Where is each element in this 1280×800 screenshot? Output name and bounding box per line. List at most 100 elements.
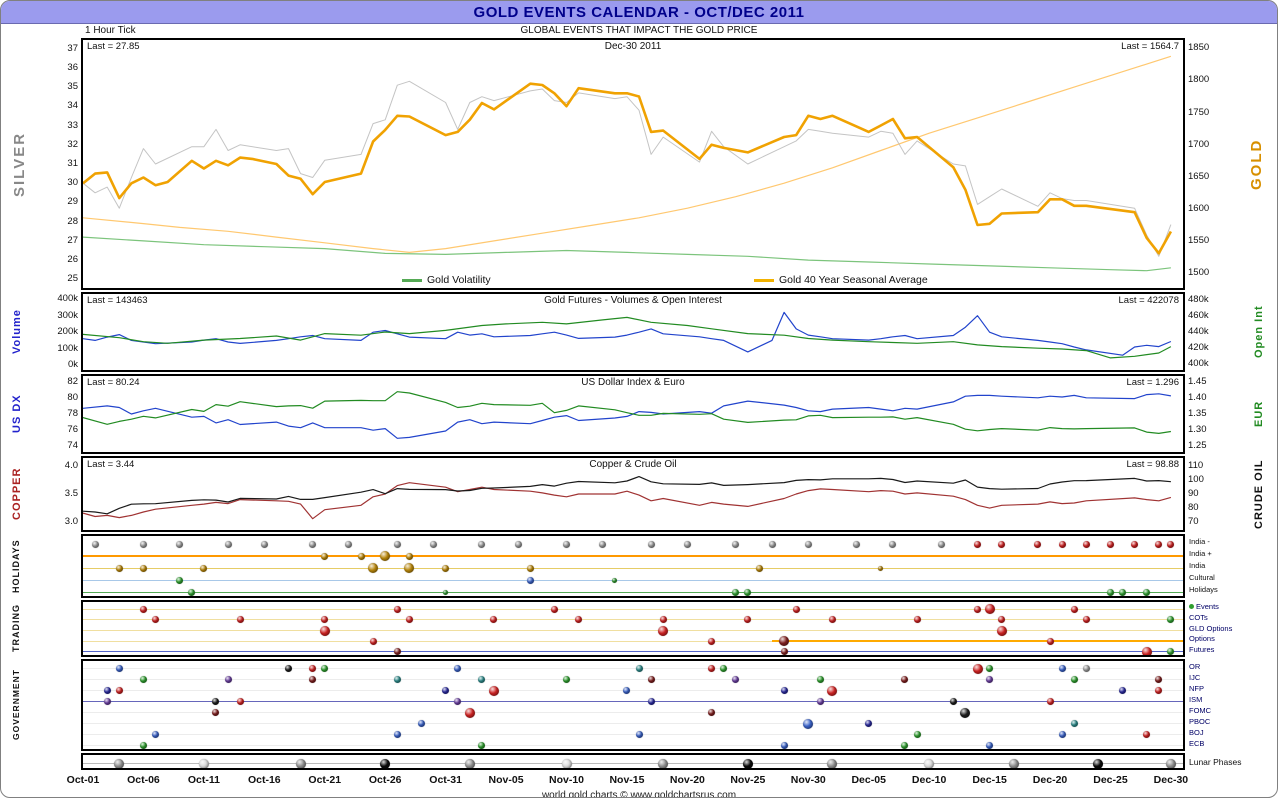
event-dot-moongray: [1165, 758, 1176, 768]
axis-tick: 25: [67, 273, 78, 285]
event-dot-red: [115, 687, 123, 694]
event-row-legend-india-: India +: [1189, 549, 1212, 558]
panel-trading: [81, 600, 1185, 657]
right-gutter-trading: Events COTs GLD Options Options Futures: [1185, 600, 1269, 657]
left-gutter-trading: TRADING: [1, 600, 81, 657]
legend-swatch: [402, 278, 422, 282]
event-row-line: [83, 700, 1183, 703]
last-value-left: Last = 143463: [87, 295, 148, 306]
event-dot-red: [490, 616, 498, 624]
x-tick-label: Dec-25: [1093, 774, 1128, 786]
axis-tick: 1.30: [1188, 424, 1207, 436]
event-dot-navy: [780, 687, 788, 694]
x-tick-label: Nov-25: [730, 774, 766, 786]
x-tick-label: Dec-15: [972, 774, 1007, 786]
event-dot-blue: [803, 718, 814, 729]
panel-title-volume: Gold Futures - Volumes & Open Interest: [544, 295, 722, 306]
event-row-line: [83, 630, 1183, 631]
panel-lunar: [81, 753, 1185, 770]
footer-credit: world gold charts © www.goldchartsrus.co…: [541, 790, 737, 798]
axis-tick: 460k: [1188, 309, 1209, 321]
x-tick-label: Nov-10: [549, 774, 585, 786]
last-value-left: Last = 80.24: [87, 377, 140, 388]
panel-holidays: [81, 534, 1185, 598]
event-row-line: [83, 745, 1183, 746]
event-dot-navy: [865, 720, 873, 727]
left-gutter-main: SILVER 37 36 35 34 33 32 31 30 29 28 27 26 25: [1, 38, 81, 290]
event-dot-moongray: [1008, 758, 1019, 768]
event-dot-moonlight: [924, 758, 935, 768]
axis-tick: 34: [67, 100, 78, 112]
event-dot-green: [744, 588, 752, 596]
event-dot-maroon: [393, 648, 401, 655]
axis-tick: 26: [67, 254, 78, 266]
event-dot-blue: [1058, 665, 1066, 672]
axis-tick: 80: [67, 391, 78, 403]
panel-main: Last = 27.85 Last = 1564.7 Dec-30 2011 Gold…: [81, 38, 1185, 290]
event-dot-purple: [454, 698, 462, 705]
event-dot-maroon: [780, 648, 788, 655]
panel-row-main: SILVER 37 36 35 34 33 32 31 30 29 28 27 26 25 Last = 2…: [1, 38, 1277, 290]
event-dot-moonlight: [198, 758, 209, 768]
event-dot-green: [188, 588, 196, 596]
event-dot-red: [659, 616, 667, 624]
left-gutter-government: GOVERNMENT: [1, 659, 81, 751]
axis-tick: 90: [1188, 488, 1199, 499]
event-dot-navy: [647, 698, 655, 705]
event-dot-purple: [732, 676, 740, 683]
panel-row-usdx: US DX 82 80 78 76 74 Last = 80.24 Last = 1.296 U…: [1, 374, 1277, 454]
event-dot-red: [1070, 605, 1078, 613]
panel-row-volume: Volume 400k 300k 200k 100k 0k Last = 143463 Las…: [1, 292, 1277, 372]
event-dot-red: [913, 616, 921, 624]
axis-tick: 1.25: [1188, 440, 1207, 452]
event-dot-gold: [442, 564, 450, 572]
event-row-line: [83, 690, 1183, 691]
event-dot-red: [575, 616, 583, 624]
plot-svg-usdx: [83, 391, 1172, 439]
panel-row-lunar: Lunar Phases: [1, 753, 1277, 770]
axis-label-holidays-left: HOLIDAYS: [11, 539, 21, 593]
legend-swatch: [754, 278, 774, 282]
event-dot-red: [996, 625, 1007, 636]
event-row-legend-or: OR: [1189, 661, 1201, 671]
panel-copper: Last = 3.44 Last = 98.88 Copper & Crude Oi…: [81, 456, 1185, 532]
axis-label-main-left: SILVER: [11, 131, 28, 197]
axis-tick: 28: [67, 215, 78, 227]
axis-tick: 480k: [1188, 293, 1209, 305]
axis-tick: 76: [67, 424, 78, 436]
x-tick-label: Nov-05: [488, 774, 524, 786]
event-row-legend-options: Options: [1189, 634, 1215, 644]
x-tick-label: Dec-30: [1153, 774, 1189, 786]
event-dot-red: [1046, 698, 1054, 705]
event-row-legend-pboc: PBOC: [1189, 716, 1211, 726]
plot-svg-main: [83, 55, 1173, 272]
series-copper: [83, 482, 1172, 520]
legend-item: Gold Volatility: [402, 274, 491, 286]
event-dot-blue: [417, 720, 425, 727]
event-dot-green: [816, 676, 824, 683]
x-tick-label: Nov-20: [669, 774, 705, 786]
x-tick-label: Nov-30: [790, 774, 826, 786]
axis-tick: 1.35: [1188, 408, 1207, 419]
event-dot-gray: [732, 540, 740, 548]
event-dot-green: [612, 577, 618, 583]
event-dot-green: [139, 676, 147, 683]
legend-bullet: [1189, 604, 1194, 610]
event-dot-gray: [345, 540, 353, 548]
title-bar: GOLD EVENTS CALENDAR - OCT/DEC 2011: [1, 1, 1277, 24]
event-dot-red: [1082, 616, 1090, 624]
event-row-line: [83, 679, 1183, 680]
chart-header: 1 Hour Tick GLOBAL EVENTS THAT IMPACT TH…: [1, 24, 1277, 38]
series-euro: [83, 391, 1171, 435]
event-dot-purple: [816, 698, 824, 705]
event-dot-maroon: [1155, 676, 1163, 683]
axis-label-copper-right: CRUDE OIL: [1253, 459, 1265, 529]
axis-tick: 27: [67, 234, 78, 246]
axis-tick: 100: [1188, 474, 1204, 486]
event-dot-gray: [309, 540, 317, 548]
axis-tick: 29: [67, 196, 78, 208]
event-dot-blue: [115, 665, 123, 672]
event-dot-blue: [623, 687, 631, 694]
axis-tick: 1800: [1188, 74, 1210, 86]
event-dot-gray: [804, 540, 812, 548]
